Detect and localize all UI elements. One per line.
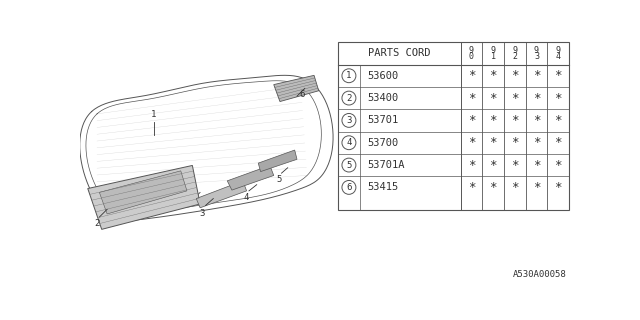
Text: *: * xyxy=(468,92,475,105)
Text: *: * xyxy=(468,181,475,194)
Text: 3: 3 xyxy=(346,116,351,125)
Text: 0: 0 xyxy=(469,52,474,61)
Text: 5: 5 xyxy=(346,161,351,170)
Text: *: * xyxy=(490,69,497,82)
Text: 9: 9 xyxy=(556,46,561,55)
Text: *: * xyxy=(511,114,518,127)
Text: *: * xyxy=(490,114,497,127)
Text: 3: 3 xyxy=(534,52,539,61)
Text: 6: 6 xyxy=(300,90,305,99)
Polygon shape xyxy=(274,75,319,101)
Text: 9: 9 xyxy=(512,46,517,55)
Text: *: * xyxy=(511,136,518,149)
Text: *: * xyxy=(468,136,475,149)
Text: *: * xyxy=(511,181,518,194)
Text: *: * xyxy=(532,69,540,82)
Text: *: * xyxy=(468,69,475,82)
Text: *: * xyxy=(490,136,497,149)
Text: *: * xyxy=(554,181,562,194)
Text: *: * xyxy=(532,92,540,105)
Text: 1: 1 xyxy=(151,110,156,119)
Text: *: * xyxy=(468,159,475,172)
Text: *: * xyxy=(511,92,518,105)
Text: 2: 2 xyxy=(346,93,351,103)
Text: 9: 9 xyxy=(534,46,539,55)
Text: *: * xyxy=(532,114,540,127)
Polygon shape xyxy=(99,171,187,214)
Text: *: * xyxy=(468,114,475,127)
Text: PARTS CORD: PARTS CORD xyxy=(368,48,431,59)
Text: *: * xyxy=(490,159,497,172)
Polygon shape xyxy=(88,165,200,229)
Text: *: * xyxy=(532,136,540,149)
Text: 53600: 53600 xyxy=(367,71,399,81)
Text: *: * xyxy=(554,114,562,127)
Text: *: * xyxy=(532,159,540,172)
Text: 2: 2 xyxy=(94,219,100,228)
Text: 53701A: 53701A xyxy=(367,160,405,170)
Text: 1: 1 xyxy=(346,71,351,80)
Text: 1: 1 xyxy=(491,52,495,61)
Text: *: * xyxy=(554,92,562,105)
Polygon shape xyxy=(196,181,246,208)
Polygon shape xyxy=(259,150,297,172)
Text: 4: 4 xyxy=(244,193,250,202)
Polygon shape xyxy=(227,165,274,190)
Text: 4: 4 xyxy=(346,138,351,147)
Text: 6: 6 xyxy=(346,183,351,192)
Text: *: * xyxy=(490,181,497,194)
Text: 53400: 53400 xyxy=(367,93,399,103)
Text: *: * xyxy=(532,181,540,194)
Text: *: * xyxy=(511,69,518,82)
Text: A530A00058: A530A00058 xyxy=(513,270,566,279)
Text: 5: 5 xyxy=(276,175,282,184)
Text: 4: 4 xyxy=(556,52,561,61)
Bar xyxy=(338,42,569,210)
Text: 9: 9 xyxy=(469,46,474,55)
Text: *: * xyxy=(554,159,562,172)
Text: 3: 3 xyxy=(200,209,205,218)
Text: *: * xyxy=(490,92,497,105)
Text: 53701: 53701 xyxy=(367,116,399,125)
Text: *: * xyxy=(554,69,562,82)
Text: 9: 9 xyxy=(491,46,495,55)
Text: *: * xyxy=(511,159,518,172)
Text: 53415: 53415 xyxy=(367,182,399,192)
Text: 2: 2 xyxy=(512,52,517,61)
Text: 53700: 53700 xyxy=(367,138,399,148)
Text: *: * xyxy=(554,136,562,149)
